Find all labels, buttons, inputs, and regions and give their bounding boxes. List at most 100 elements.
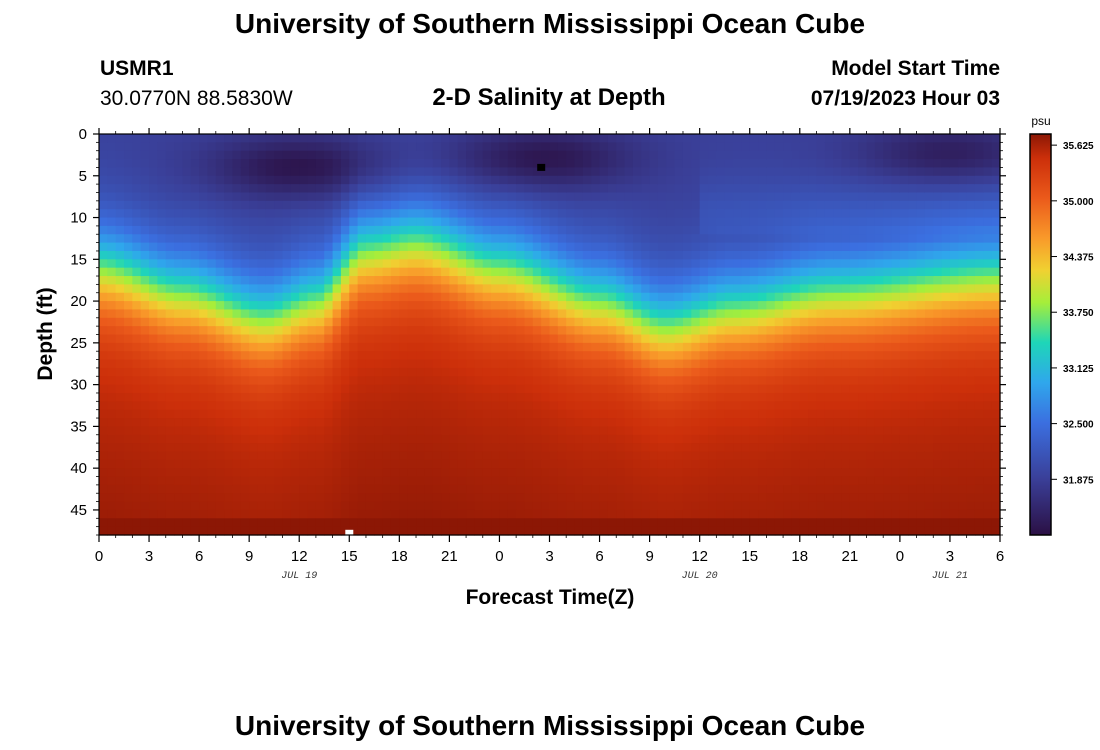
heatmap-cell — [390, 493, 400, 503]
heatmap-cell — [332, 443, 342, 453]
heatmap-cell — [816, 401, 826, 411]
heatmap-cell — [708, 267, 717, 277]
heatmap-cell — [174, 242, 184, 252]
heatmap-cell — [474, 276, 484, 285]
heatmap-cell — [290, 468, 300, 478]
heatmap-cell — [315, 326, 325, 336]
heatmap-cell — [365, 250, 375, 260]
heatmap-cell — [708, 259, 717, 269]
heatmap-cell — [299, 459, 309, 469]
heatmap-cell — [908, 418, 918, 427]
heatmap-cell — [399, 225, 409, 235]
heatmap-cell — [532, 392, 542, 402]
heatmap-cell — [591, 217, 601, 227]
heatmap-cell — [674, 276, 684, 285]
heatmap-cell — [224, 334, 234, 344]
heatmap-cell — [933, 459, 943, 469]
heatmap-cell — [783, 418, 793, 427]
heatmap-cell — [891, 392, 901, 402]
heatmap-cell — [349, 250, 359, 260]
heatmap-cell — [157, 150, 167, 160]
heatmap-cell — [474, 250, 484, 260]
heatmap-cell — [491, 301, 501, 311]
heatmap-cell — [557, 292, 567, 302]
heatmap-cell — [224, 267, 234, 277]
heatmap-cell — [140, 317, 150, 327]
heatmap-cell — [324, 392, 334, 402]
heatmap-cell — [232, 367, 242, 377]
heatmap-cell — [182, 200, 192, 210]
heatmap-cell — [107, 301, 117, 311]
heatmap-cell — [474, 317, 484, 327]
heatmap-cell — [791, 301, 801, 311]
heatmap-cell — [516, 493, 526, 503]
heatmap-cell — [157, 484, 167, 494]
heatmap-cell — [649, 359, 659, 369]
heatmap-cell — [699, 217, 709, 227]
heatmap-cell — [274, 167, 284, 177]
heatmap-cell — [132, 392, 142, 402]
heatmap-cell — [332, 225, 342, 235]
heatmap-cell — [641, 301, 651, 311]
heatmap-cell — [174, 367, 184, 377]
heatmap-cell — [632, 225, 642, 235]
heatmap-cell — [599, 526, 609, 536]
heatmap-cell — [899, 359, 909, 369]
heatmap-cell — [365, 434, 375, 444]
heatmap-cell — [933, 334, 943, 344]
heatmap-cell — [499, 409, 509, 419]
heatmap-cell — [374, 434, 384, 444]
heatmap-cell — [908, 376, 918, 386]
heatmap-cell — [616, 276, 626, 285]
heatmap-cell — [299, 418, 309, 427]
heatmap-cell — [816, 276, 826, 285]
heatmap-cell — [491, 459, 501, 469]
heatmap-cell — [708, 484, 717, 494]
heatmap-cell — [282, 209, 292, 219]
heatmap-cell — [282, 184, 292, 194]
heatmap-cell — [449, 150, 459, 160]
heatmap-cell — [741, 518, 751, 528]
heatmap-cell — [349, 309, 359, 319]
heatmap-cell — [390, 150, 400, 160]
heatmap-cell — [733, 392, 742, 402]
heatmap-cell — [666, 259, 676, 269]
heatmap-cell — [140, 376, 150, 386]
heatmap-cell — [190, 184, 200, 194]
heatmap-cell — [949, 284, 959, 294]
heatmap-cell — [124, 451, 133, 461]
heatmap-cell — [541, 468, 551, 478]
heatmap-cell — [432, 250, 442, 260]
heatmap-cell — [924, 351, 934, 361]
heatmap-cell — [849, 267, 859, 277]
heatmap-cell — [482, 476, 492, 486]
heatmap-cell — [591, 359, 601, 369]
heatmap-cell — [591, 234, 601, 244]
heatmap-cell — [165, 459, 175, 469]
heatmap-cell — [949, 309, 959, 319]
heatmap-cell — [541, 501, 551, 511]
heatmap-cell — [340, 476, 350, 486]
heatmap-cell — [265, 484, 275, 494]
heatmap-cell — [649, 526, 659, 536]
heatmap-cell — [240, 309, 250, 319]
heatmap-cell — [924, 484, 934, 494]
heatmap-cell — [182, 376, 192, 386]
heatmap-cell — [849, 426, 859, 436]
heatmap-cell — [758, 518, 767, 528]
heatmap-cell — [783, 159, 793, 169]
heatmap-cell — [390, 384, 400, 394]
heatmap-cell — [466, 451, 476, 461]
heatmap-cell — [649, 134, 659, 143]
heatmap-cell — [774, 225, 784, 235]
heatmap-cell — [858, 418, 868, 427]
heatmap-cell — [674, 392, 684, 402]
heatmap-cell — [866, 334, 876, 344]
heatmap-cell — [157, 518, 167, 528]
heatmap-cell — [908, 384, 918, 394]
heatmap-cell — [766, 501, 776, 511]
heatmap-cell — [858, 200, 868, 210]
heatmap-cell — [282, 401, 292, 411]
heatmap-cell — [315, 309, 325, 319]
heatmap-cell — [899, 451, 909, 461]
